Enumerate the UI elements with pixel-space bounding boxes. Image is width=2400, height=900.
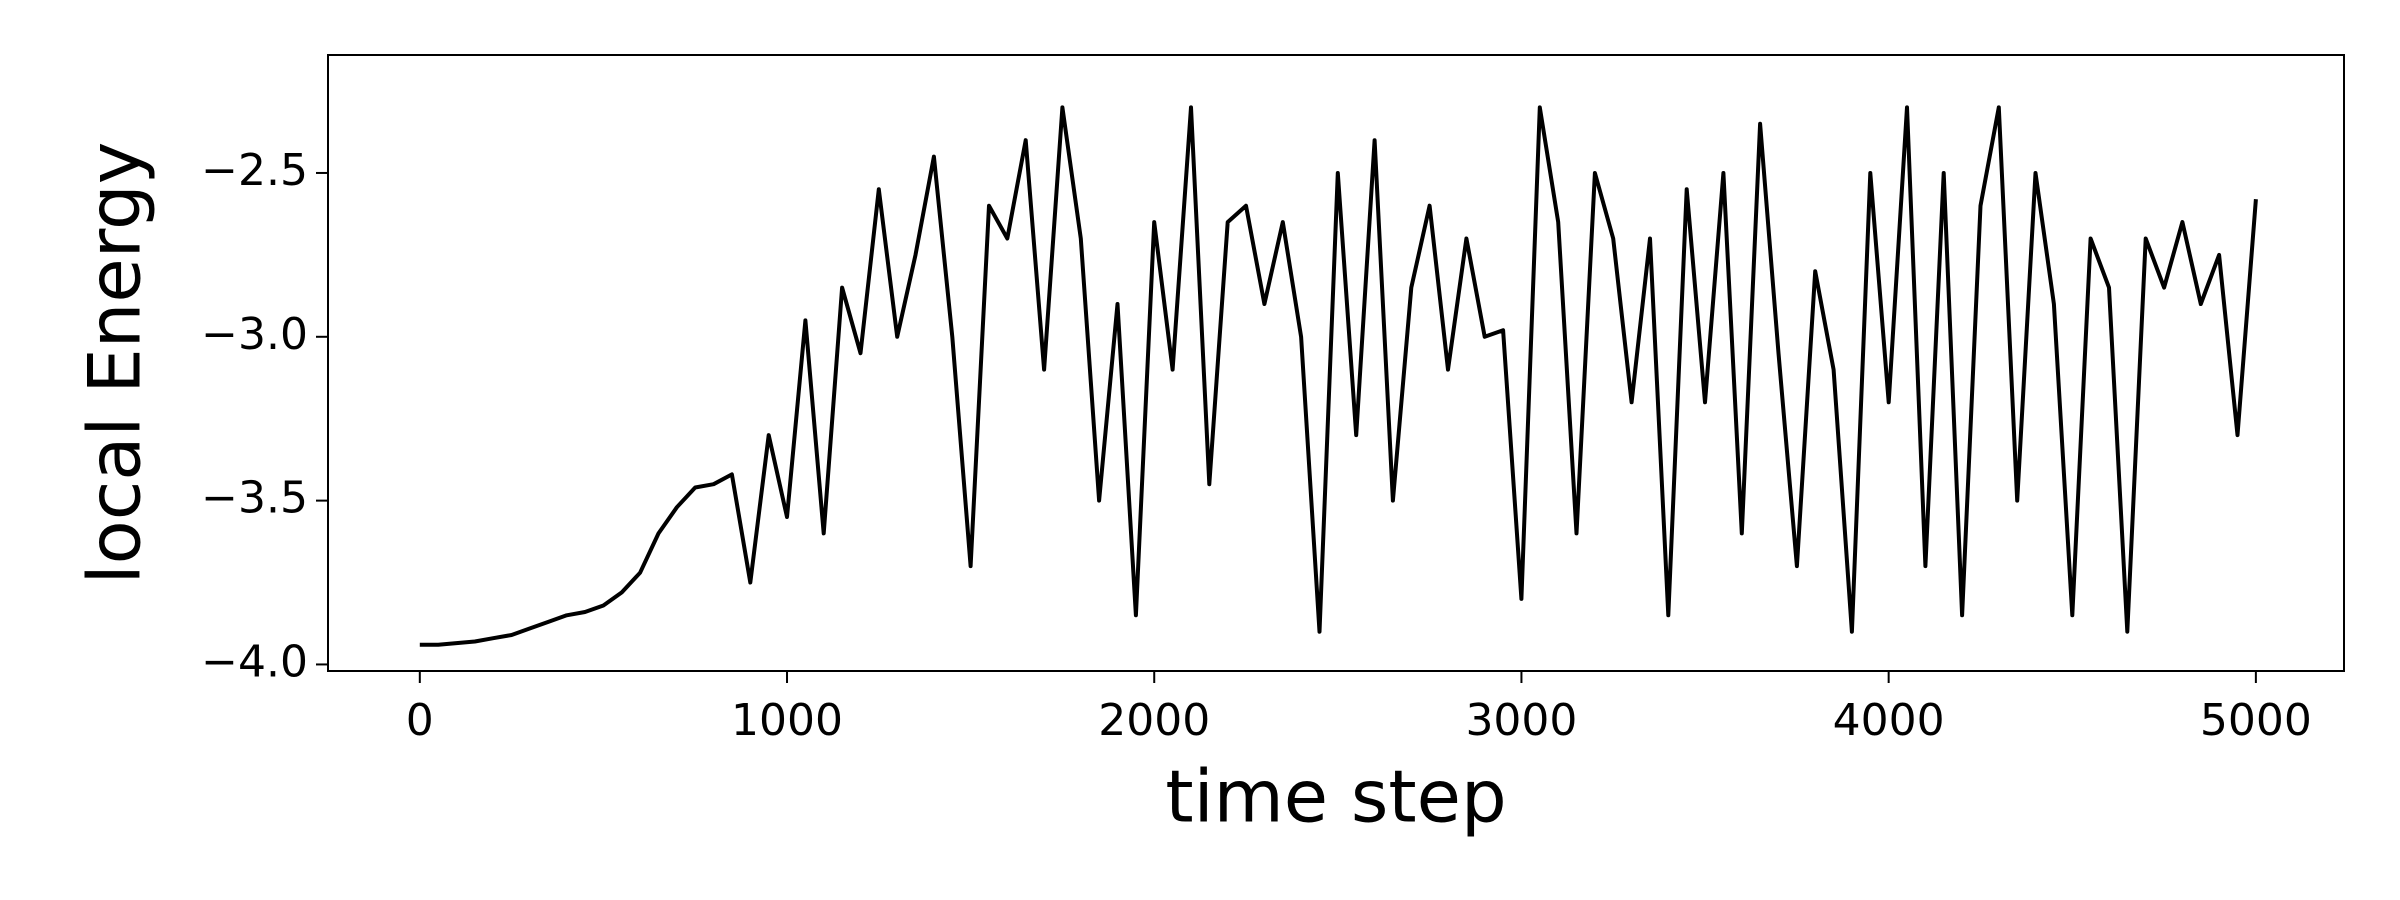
y-axis-label: local Energy: [73, 142, 157, 585]
y-tick-label: −4.0: [201, 636, 308, 687]
plot-frame: [327, 54, 2345, 672]
x-tick-label: 4000: [1833, 695, 1945, 746]
line-series: [419, 105, 2258, 647]
y-tick-label: −3.5: [201, 473, 308, 524]
y-tick-label: −2.5: [201, 145, 308, 196]
x-tick-label: 1000: [731, 695, 843, 746]
x-tick-label: 5000: [2200, 695, 2312, 746]
x-axis-label: time step: [1165, 755, 1506, 839]
x-tick-label: 0: [406, 695, 434, 746]
x-tick-label: 2000: [1098, 695, 1210, 746]
x-tick-label: 3000: [1465, 695, 1577, 746]
y-tick-label: −3.0: [201, 309, 308, 360]
